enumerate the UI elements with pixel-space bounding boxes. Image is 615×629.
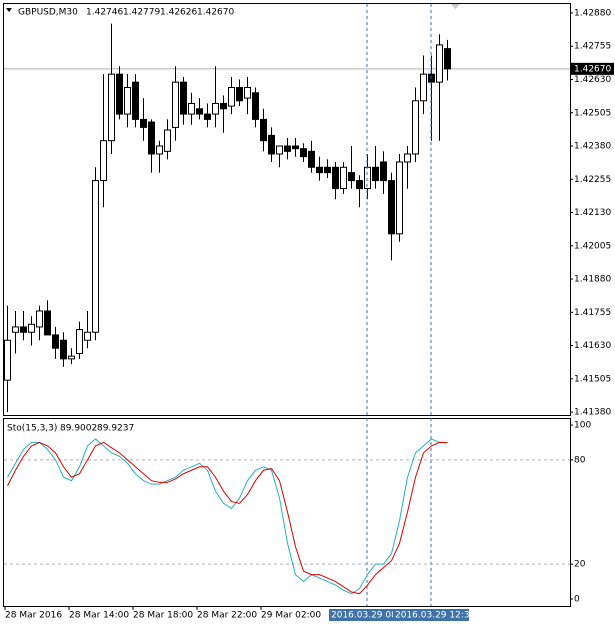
ohlc-label: 1.42779 bbox=[123, 8, 160, 18]
shift-marker bbox=[451, 4, 460, 9]
candle-body bbox=[60, 339, 67, 360]
candle-body bbox=[380, 161, 387, 182]
candle-body bbox=[276, 145, 283, 155]
candle-body bbox=[36, 310, 43, 328]
y-tick-label: 1.41505 bbox=[574, 374, 611, 384]
candle-body bbox=[340, 166, 347, 190]
x-tick-label: 29 Mar 02:00 bbox=[261, 611, 321, 621]
candle-body bbox=[372, 166, 379, 182]
candle-body bbox=[212, 102, 219, 115]
candle-body bbox=[28, 323, 35, 333]
candle-body bbox=[324, 166, 331, 174]
candle-body bbox=[4, 339, 11, 381]
candle-body bbox=[140, 118, 147, 128]
y-tick-label: 1.42505 bbox=[574, 108, 611, 118]
stoch-value: 89.9002 bbox=[60, 424, 97, 434]
candle-body bbox=[68, 355, 75, 360]
candle-body bbox=[308, 150, 315, 168]
candle-body bbox=[148, 121, 155, 155]
x-tick-label: 28 Mar 14:00 bbox=[69, 611, 129, 621]
chart-title: GBPUSD,M30 bbox=[18, 8, 78, 18]
candle-body bbox=[116, 73, 123, 115]
candle-body bbox=[292, 145, 299, 150]
ohlc-label: 1.42746 bbox=[86, 8, 123, 18]
candle-body bbox=[356, 180, 363, 190]
price-panel bbox=[3, 3, 571, 416]
y-tick-label: 80 bbox=[574, 455, 586, 465]
y-tick-label: 1.42755 bbox=[574, 42, 611, 52]
ohlc-label: 1.42626 bbox=[160, 8, 197, 18]
y-tick-label: 1.42880 bbox=[574, 8, 611, 18]
candle-body bbox=[188, 102, 195, 115]
candle-body bbox=[220, 102, 227, 110]
candle-body bbox=[284, 145, 291, 152]
candle-body bbox=[52, 334, 59, 349]
y-tick-label: 1.41880 bbox=[574, 275, 611, 285]
stoch-line bbox=[7, 438, 448, 595]
y-tick-label: 100 bbox=[574, 421, 591, 431]
y-tick-label: 1.42130 bbox=[574, 208, 611, 218]
candle-body bbox=[260, 118, 267, 142]
candle-body bbox=[44, 310, 51, 336]
candle-body bbox=[76, 329, 83, 355]
candle-body bbox=[268, 134, 275, 155]
candle-body bbox=[164, 129, 171, 152]
candle-body bbox=[348, 172, 355, 182]
menu-icon bbox=[6, 8, 12, 12]
candle-body bbox=[180, 81, 187, 115]
candle-body bbox=[332, 166, 339, 190]
crosshair-label: 2016.03.29 08 bbox=[331, 611, 397, 621]
candle-body bbox=[236, 86, 243, 102]
price-tag-label: 1.42670 bbox=[574, 64, 611, 74]
y-tick-label: 1.42005 bbox=[574, 241, 611, 251]
x-tick-label: 28 Mar 18:00 bbox=[133, 611, 193, 621]
candle-body bbox=[228, 86, 235, 107]
candle-body bbox=[100, 140, 107, 182]
price-tag bbox=[570, 62, 614, 75]
candle-body bbox=[420, 73, 427, 102]
candle-body bbox=[196, 108, 203, 115]
y-tick-label: 1.42380 bbox=[574, 142, 611, 152]
stoch-line bbox=[7, 441, 448, 595]
candle-body bbox=[300, 148, 307, 158]
y-tick-label: 1.42255 bbox=[574, 175, 611, 185]
crosshair-label: 2016.03.29 12:30 bbox=[395, 611, 476, 621]
candle-body bbox=[444, 48, 451, 70]
candle-body bbox=[156, 145, 163, 155]
candle-body bbox=[92, 180, 99, 333]
candle-body bbox=[204, 113, 211, 120]
candle-body bbox=[172, 81, 179, 128]
candle-body bbox=[404, 153, 411, 163]
y-tick-label: 20 bbox=[574, 560, 586, 570]
candle-body bbox=[124, 86, 131, 115]
candle-body bbox=[436, 44, 443, 83]
candle-body bbox=[388, 180, 395, 235]
crosshair-label-bg bbox=[329, 609, 405, 621]
candle-body bbox=[108, 73, 115, 142]
candle-body bbox=[12, 326, 19, 333]
y-tick-label: 1.41630 bbox=[574, 341, 611, 351]
candle-body bbox=[132, 81, 139, 120]
candle-body bbox=[244, 86, 251, 99]
ohlc-label: 1.42670 bbox=[197, 8, 234, 18]
crosshair-label-bg bbox=[393, 609, 469, 621]
y-tick-label: 1.42630 bbox=[574, 75, 611, 85]
candle-body bbox=[252, 92, 259, 120]
y-tick-label: 1.41755 bbox=[574, 308, 611, 318]
y-tick-label: 1.41380 bbox=[574, 408, 611, 418]
stoch-panel bbox=[3, 418, 571, 607]
x-tick-label: 28 Mar 2016 bbox=[5, 611, 62, 621]
stoch-value: 89.9237 bbox=[97, 424, 134, 434]
stoch-title: Sto(15,3,3) bbox=[7, 424, 57, 434]
x-tick-label: 28 Mar 22:00 bbox=[197, 611, 257, 621]
candle-body bbox=[412, 100, 419, 155]
candle-body bbox=[316, 166, 323, 174]
y-tick-label: 0 bbox=[574, 594, 580, 604]
candle-body bbox=[396, 161, 403, 235]
candle-body bbox=[20, 326, 27, 333]
candle-body bbox=[84, 331, 91, 341]
